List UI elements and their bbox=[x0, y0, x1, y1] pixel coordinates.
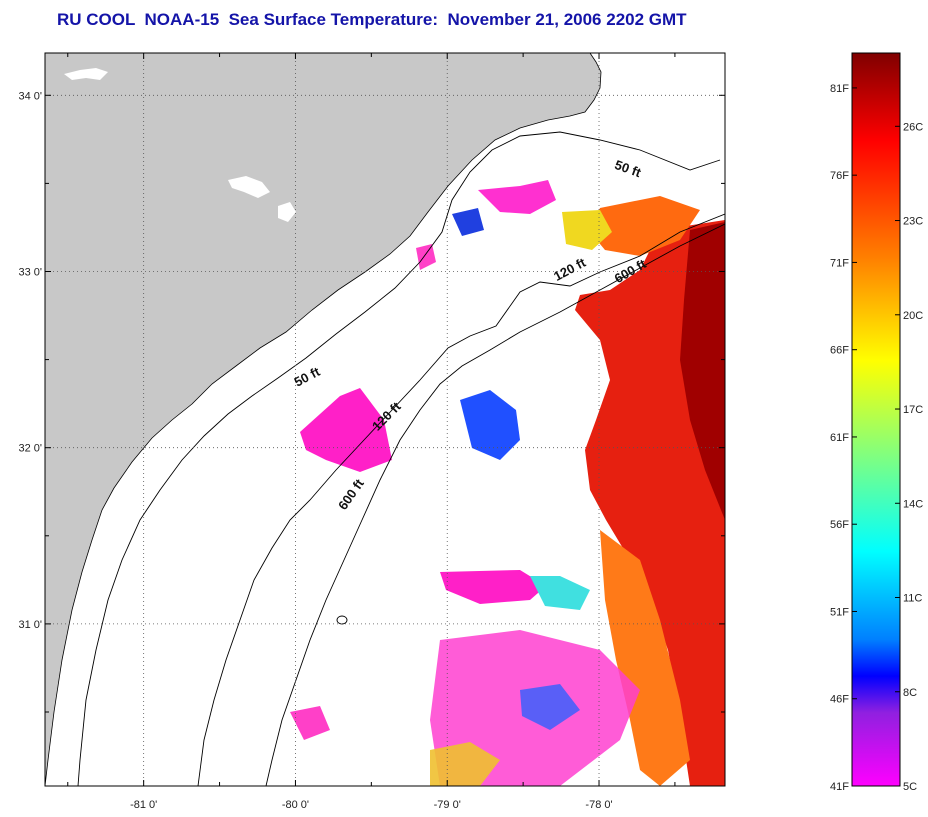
inland-lake bbox=[64, 68, 108, 80]
sst-data-layer bbox=[290, 180, 725, 786]
lat-tick-label: 34 0' bbox=[18, 90, 42, 102]
sst-blue-patch bbox=[452, 208, 484, 236]
colorbar-f-label: 41F bbox=[830, 781, 849, 793]
isobath-50ft-north bbox=[77, 131, 721, 786]
sst-pink-patch bbox=[416, 244, 436, 270]
lat-tick-label: 31 0' bbox=[18, 619, 42, 631]
colorbar-f-label: 61F bbox=[830, 432, 849, 444]
sst-pink-patch bbox=[440, 570, 546, 604]
isobath-600ft bbox=[265, 223, 725, 786]
isobath-lines bbox=[77, 131, 725, 786]
lon-tick-label: -79 0' bbox=[434, 799, 461, 811]
sst-pink-patch bbox=[300, 388, 392, 472]
lon-tick-label: -80 0' bbox=[282, 799, 309, 811]
sst-orange-band bbox=[590, 196, 700, 256]
colorbar-c-label: 11C bbox=[903, 593, 922, 605]
lon-tick-label: -81 0' bbox=[130, 799, 157, 811]
colorbar-labels: 81F 76F 71F 66F 61F 56F 51F 46F 41F 26C 23C 20C 17C 1… bbox=[830, 83, 923, 793]
colorbar-c-label: 5C bbox=[903, 781, 917, 793]
map-title: RU COOL NOAA-15 Sea Surface Temperature:… bbox=[57, 10, 687, 29]
colorbar-f-label: 71F bbox=[830, 257, 849, 269]
colorbar-c-label: 23C bbox=[903, 216, 923, 228]
colorbar-f-label: 51F bbox=[830, 606, 849, 618]
land-mass bbox=[45, 53, 602, 786]
sst-yellow-patch bbox=[562, 210, 612, 250]
map-axis-tick-labels: -81 0' -80 0' -79 0' -78 0' 34 0' 33 0' 32 0' 3… bbox=[18, 90, 612, 811]
sst-pink-patch bbox=[290, 706, 330, 740]
colorbar-ticks bbox=[852, 87, 900, 787]
map-frame bbox=[44, 52, 726, 787]
lon-tick-label: -78 0' bbox=[585, 799, 612, 811]
sst-hot-core bbox=[680, 222, 725, 520]
inland-lake bbox=[278, 202, 296, 222]
colorbar-f-label: 56F bbox=[830, 519, 849, 531]
graticule bbox=[45, 53, 725, 786]
colorbar-bar bbox=[851, 52, 901, 787]
colorbar-c-label: 26C bbox=[903, 121, 923, 133]
sst-mixed-scatter bbox=[520, 684, 580, 730]
colorbar-c-label: 14C bbox=[903, 498, 923, 510]
sst-cyan-patch bbox=[530, 576, 590, 610]
isobath-120ft bbox=[197, 213, 725, 786]
sst-orange-band bbox=[600, 530, 690, 786]
colorbar-c-label: 17C bbox=[903, 404, 923, 416]
colorbar-f-label: 76F bbox=[830, 170, 849, 182]
inland-lake bbox=[228, 176, 270, 198]
lat-tick-label: 32 0' bbox=[18, 443, 42, 455]
map-axis-ticks bbox=[45, 53, 725, 786]
colorbar-c-label: 8C bbox=[903, 687, 917, 699]
colorbar-f-label: 81F bbox=[830, 83, 849, 95]
colorbar: 81F 76F 71F 66F 61F 56F 51F 46F 41F 26C 23C 20C 17C 1… bbox=[830, 52, 923, 793]
sst-blue-patch bbox=[460, 390, 520, 460]
colorbar-c-label: 20C bbox=[903, 310, 923, 322]
colorbar-f-label: 46F bbox=[830, 694, 849, 706]
sst-pink-patch bbox=[478, 180, 556, 214]
lat-tick-label: 33 0' bbox=[18, 266, 42, 278]
colorbar-f-label: 66F bbox=[830, 345, 849, 357]
